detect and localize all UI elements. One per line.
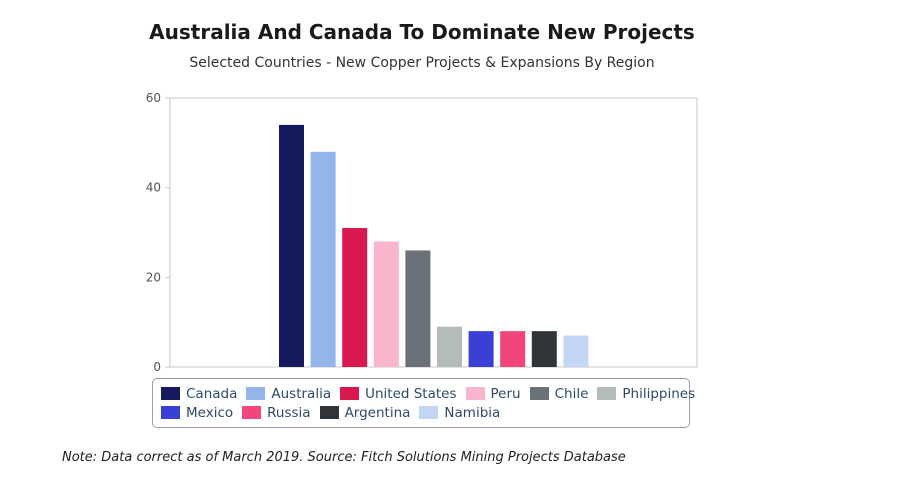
bar-philippines — [437, 326, 462, 367]
legend-label: Peru — [490, 385, 521, 402]
legend-swatch — [465, 387, 485, 400]
legend-item-philippines: Philippines — [597, 386, 695, 402]
bar-mexico — [468, 331, 494, 367]
legend-swatch — [529, 387, 549, 400]
legend-label: Mexico — [186, 404, 234, 421]
legend-swatch — [246, 387, 266, 400]
legend-item-russia: Russia — [242, 404, 311, 421]
bar-australia — [310, 151, 336, 367]
source-note: Note: Data correct as of March 2019. Sou… — [62, 450, 626, 465]
bar-united-states — [342, 228, 368, 367]
y-tick-label: 0 — [153, 360, 161, 374]
bar-peru — [373, 241, 399, 367]
legend-label: Australia — [271, 385, 332, 402]
legend-item-mexico: Mexico — [161, 405, 233, 421]
legend-item-united-states: United States — [340, 385, 457, 402]
legend-item-australia: Australia — [246, 386, 331, 402]
legend-label: Canada — [186, 385, 238, 402]
legend-swatch — [419, 406, 439, 419]
legend-label: Philippines — [622, 385, 696, 402]
legend-swatch — [340, 387, 360, 400]
legend-label: United States — [365, 385, 457, 402]
bar-canada — [279, 124, 304, 368]
legend-swatch — [597, 387, 617, 400]
chart-legend: Canada Australia United States Peru Chile Phi… — [152, 378, 695, 428]
bar-chart: 0 20 40 60 — [146, 91, 698, 374]
legend-item-namibia: Namibia — [419, 405, 500, 421]
legend-item-canada: Canada — [161, 386, 237, 402]
legend-label: Chile — [554, 385, 589, 402]
legend-item-chile: Chile — [529, 385, 589, 402]
bar-namibia — [563, 335, 589, 367]
chart-title: Australia And Canada To Dominate New Pro… — [149, 20, 695, 44]
legend-item-argentina: Argentina — [319, 404, 411, 421]
legend-swatch — [161, 387, 180, 400]
legend-swatch — [242, 406, 262, 419]
bar-argentina — [531, 331, 557, 367]
bar-chile — [405, 250, 431, 367]
legend-swatch — [319, 406, 339, 419]
y-tick-label: 40 — [146, 181, 161, 195]
legend-label: Argentina — [344, 404, 411, 421]
legend-label: Namibia — [444, 404, 501, 421]
chart-subtitle: Selected Countries - New Copper Projects… — [189, 55, 655, 71]
legend-swatch — [161, 406, 180, 419]
bar-russia — [500, 331, 526, 367]
legend-label: Russia — [267, 404, 311, 421]
legend-row: Mexico Russia Argentina Namibia — [161, 403, 681, 422]
legend-item-peru: Peru — [465, 385, 521, 402]
plot-area — [169, 97, 698, 368]
y-tick-label: 60 — [146, 91, 161, 105]
legend-row: Canada Australia United States Peru Chile Phi… — [161, 384, 695, 403]
y-tick-label: 20 — [146, 270, 161, 284]
